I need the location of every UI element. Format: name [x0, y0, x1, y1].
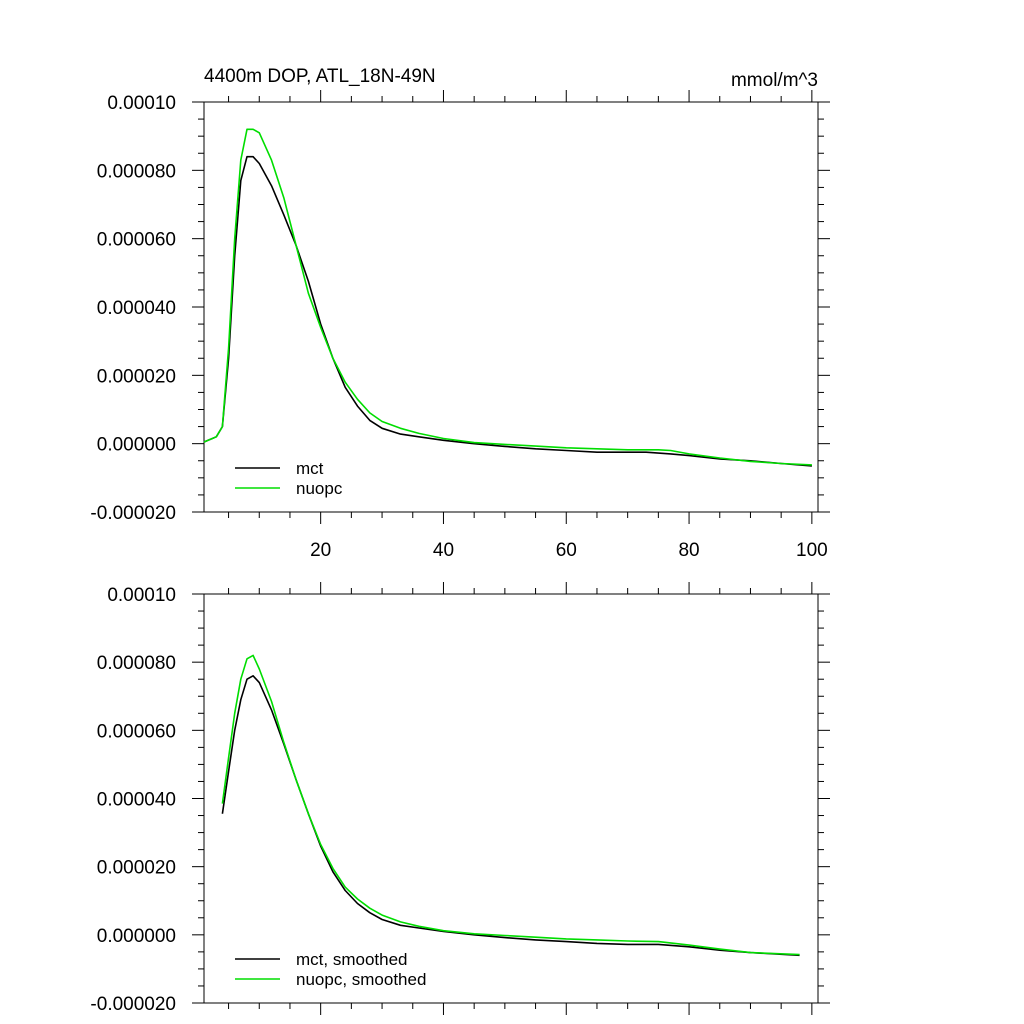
legend-label: mct [296, 459, 324, 478]
y-tick-label: 0.000040 [97, 298, 176, 319]
y-tick-label: 0.000060 [97, 230, 176, 251]
y-tick-label: 0.000060 [97, 721, 176, 742]
legend-label: mct, smoothed [296, 950, 408, 969]
plot-frame [203, 593, 819, 1004]
y-tick-label: 0.000020 [97, 366, 176, 387]
units-label: mmol/m^3 [731, 70, 818, 91]
y-tick-label: 0.000080 [97, 653, 176, 674]
series-line-mct [203, 155, 812, 467]
y-tick-label: 0.00010 [107, 585, 176, 606]
y-tick-label: -0.000020 [90, 994, 176, 1015]
x-tick-label: 80 [678, 540, 699, 561]
x-tick-label: 40 [433, 540, 454, 561]
legend-label: nuopc [296, 479, 343, 498]
x-tick-label: 100 [796, 540, 828, 561]
series-line-nuopc [221, 654, 800, 956]
legend-label: nuopc, smoothed [296, 970, 426, 989]
y-tick-label: -0.000020 [90, 503, 176, 524]
series-line-nuopc [203, 128, 812, 466]
bottom-panel: -0.000020 0.000000 0.000020 0.000040 0.00006… [90, 582, 830, 1015]
x-tick-label: 60 [556, 540, 577, 561]
series-line-mct [221, 674, 800, 957]
y-tick-label: 0.000080 [97, 161, 176, 182]
y-tick-label: 0.00010 [107, 93, 176, 114]
y-tick-label: 0.000020 [97, 858, 176, 879]
chart-title: 4400m DOP, ATL_18N-49N [204, 66, 436, 87]
plot-frame [203, 101, 819, 513]
y-tick-label: 0.000000 [97, 435, 176, 456]
y-tick-label: 0.000000 [97, 926, 176, 947]
x-tick-label: 20 [310, 540, 331, 561]
y-tick-label: 0.000040 [97, 790, 176, 811]
top-panel: 20 40 60 80 100 -0.000020 0.000000 0.000020 0.00… [90, 66, 830, 561]
